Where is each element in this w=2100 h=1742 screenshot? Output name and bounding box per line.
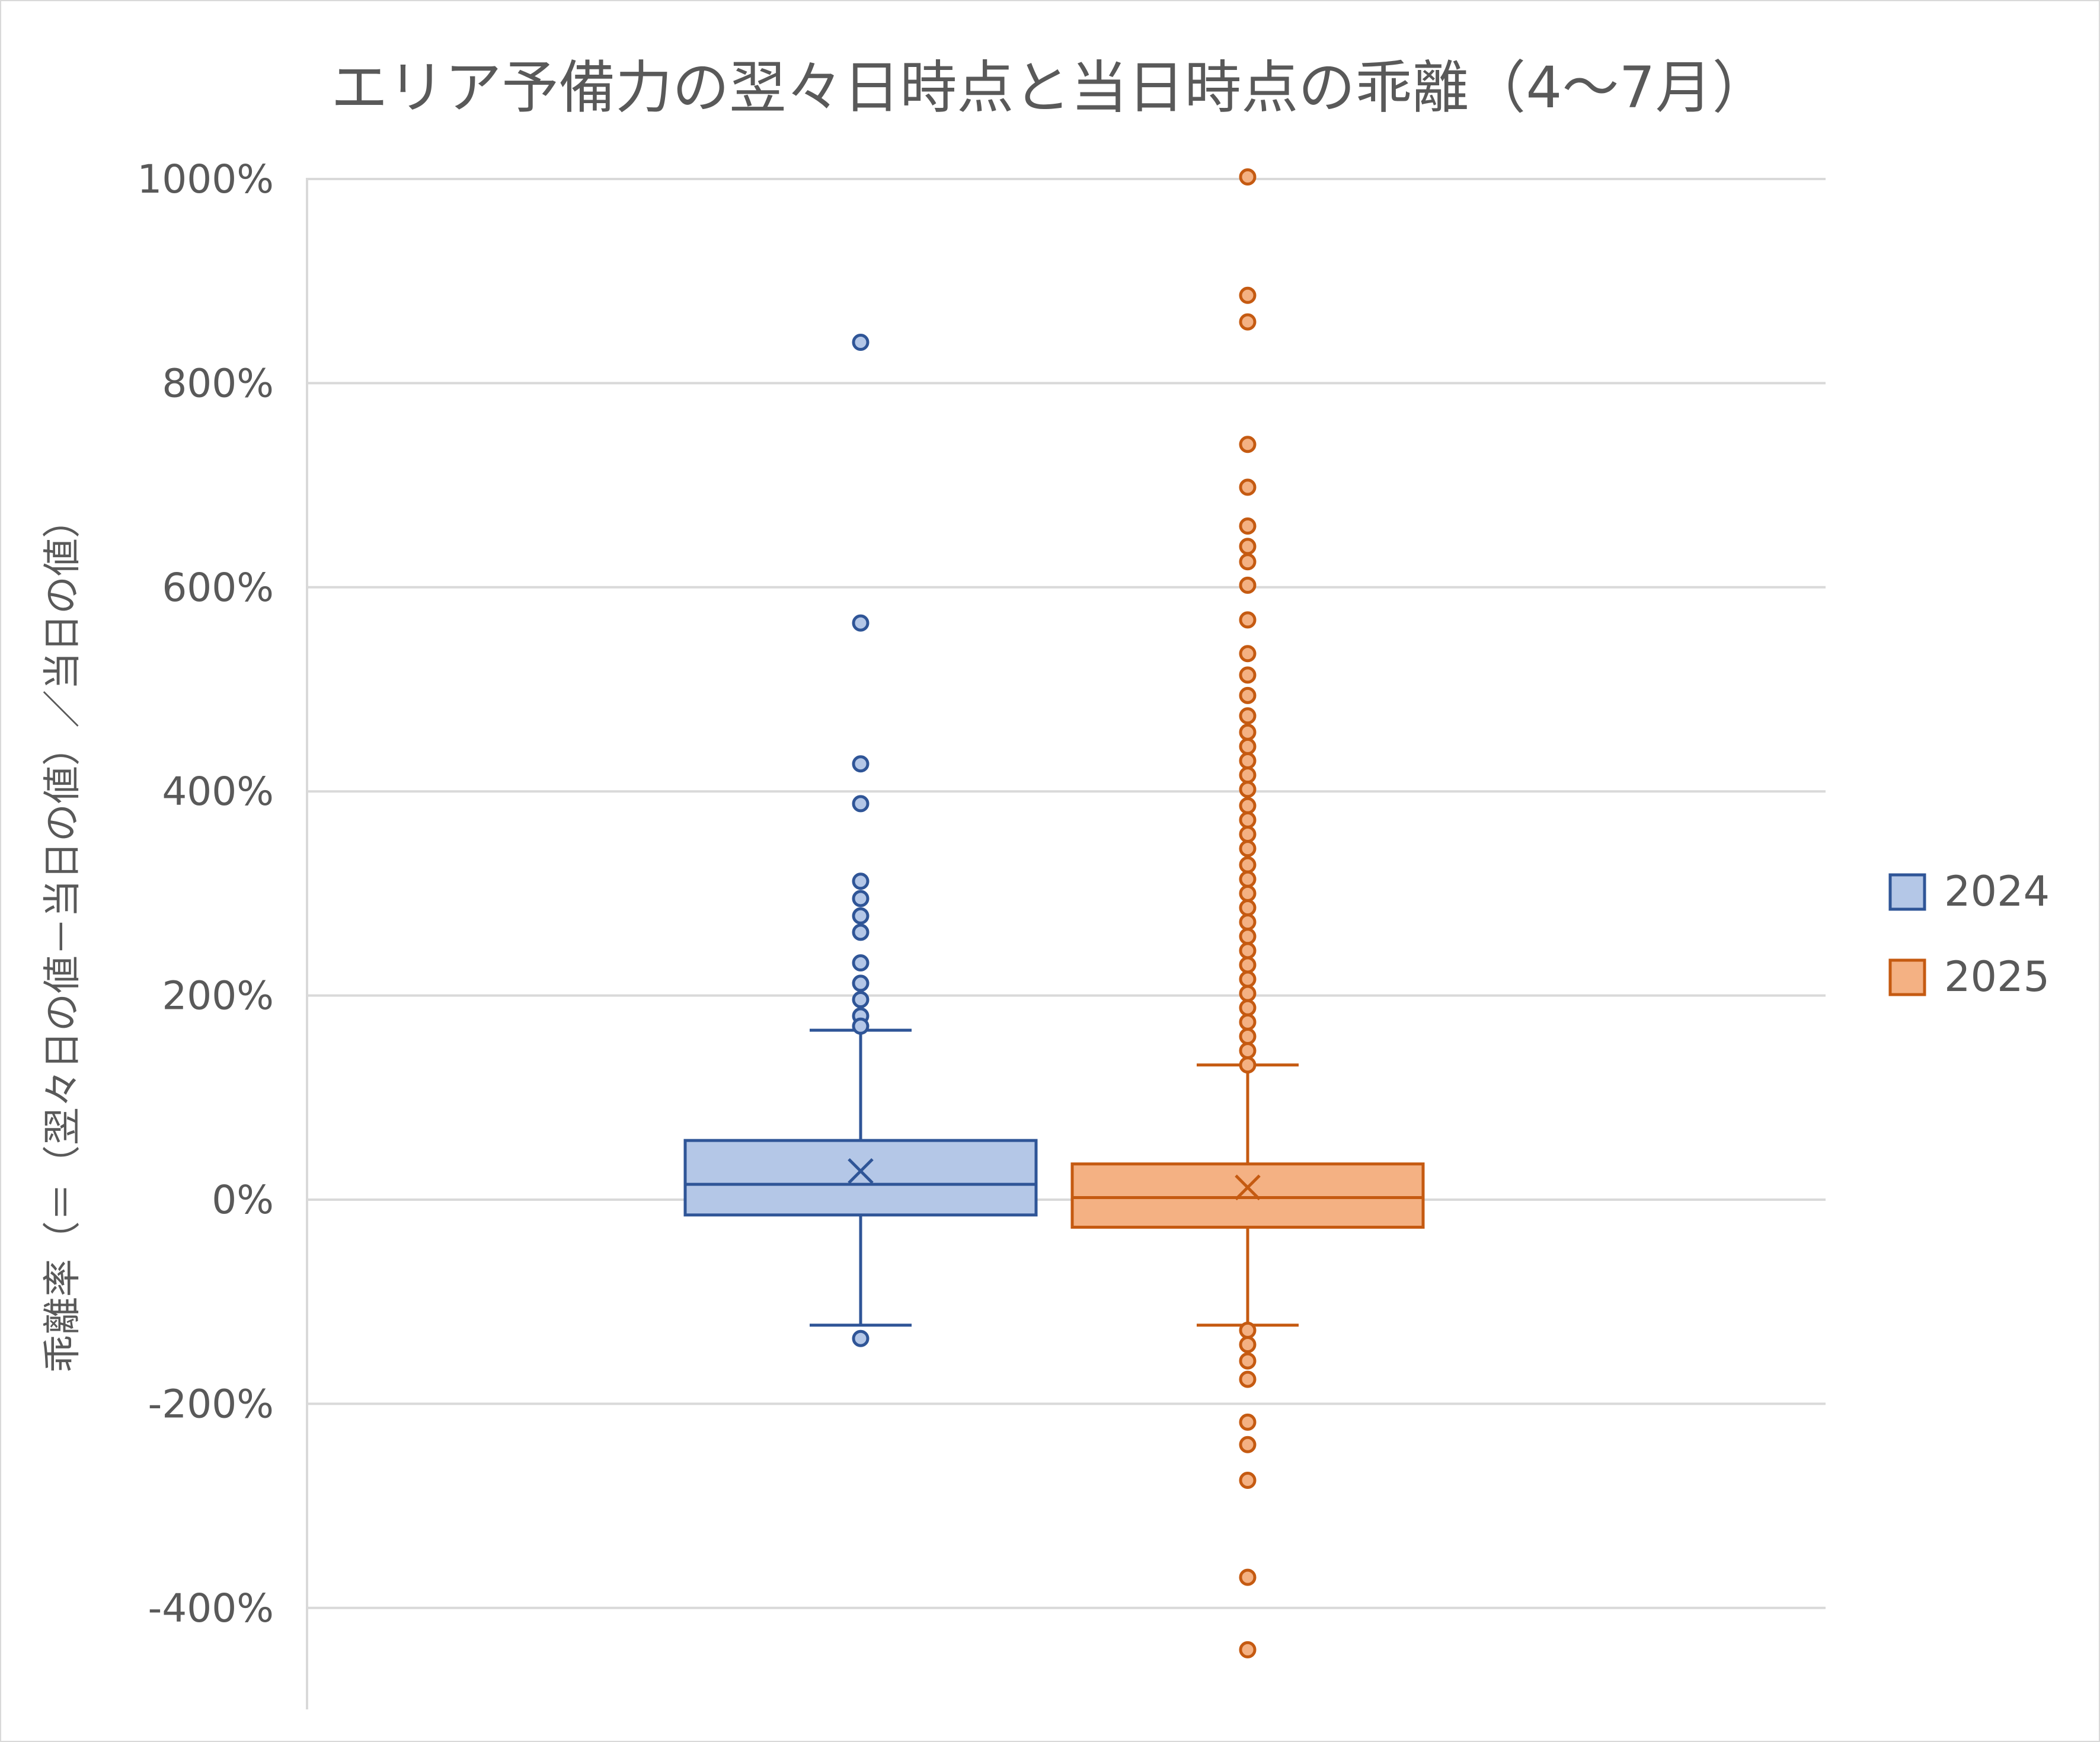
- outlier-point: [1239, 1641, 1257, 1658]
- legend-swatch-2024: [1888, 873, 1926, 911]
- legend: 2024 2025: [1888, 867, 2050, 1001]
- y-tick-label: 1000%: [137, 156, 274, 202]
- outlier-point: [1239, 870, 1257, 888]
- outlier-point: [1239, 797, 1257, 814]
- outlier-point: [852, 755, 870, 773]
- outlier-point: [1239, 1413, 1257, 1431]
- outlier-point: [1239, 723, 1257, 741]
- outlier-point: [852, 907, 870, 925]
- outlier-point: [1239, 1472, 1257, 1490]
- y-tick-label: 200%: [162, 973, 274, 1019]
- outlier-point: [1239, 1321, 1257, 1339]
- outlier-point: [1239, 781, 1257, 798]
- legend-label-2025: 2025: [1944, 952, 2050, 1001]
- outlier-point: [852, 334, 870, 351]
- outlier-point: [1239, 553, 1257, 571]
- outlier-point: [852, 923, 870, 941]
- outlier-point: [1239, 999, 1257, 1017]
- outlier-point: [1239, 313, 1257, 331]
- y-tick-label: 0%: [212, 1177, 274, 1223]
- box: [1070, 1162, 1425, 1229]
- outlier-point: [1239, 913, 1257, 931]
- outlier-point: [1239, 478, 1257, 496]
- series-2024: [683, 334, 1038, 1347]
- box: [683, 1139, 1038, 1217]
- outlier-point: [852, 954, 870, 971]
- outlier-point: [852, 1329, 870, 1347]
- mean-marker: [1235, 1174, 1261, 1201]
- outlier-point: [1239, 752, 1257, 770]
- y-tick-label: 400%: [162, 769, 274, 814]
- mean-marker: [848, 1158, 874, 1184]
- outlier-point: [1239, 1042, 1257, 1060]
- y-tick-labels: 1000% 800% 600% 400% 200% 0% -200% -400%: [137, 156, 274, 1631]
- y-tick-label: 600%: [162, 565, 274, 611]
- outlier-point: [1239, 286, 1257, 304]
- outlier-point: [1239, 707, 1257, 725]
- outlier-point: [1239, 1436, 1257, 1453]
- legend-label-2024: 2024: [1944, 867, 2050, 916]
- outlier-point: [1239, 666, 1257, 684]
- outlier-point: [1239, 611, 1257, 629]
- chart-title: エリア予備力の翌々日時点と当日時点の乖離（4～7月）: [331, 55, 1769, 121]
- outlier-point: [1239, 686, 1257, 704]
- legend-swatch-2025: [1888, 958, 1926, 996]
- outlier-point: [852, 872, 870, 890]
- outlier-point: [1239, 766, 1257, 784]
- outlier-point: [1239, 899, 1257, 917]
- outlier-point: [1239, 985, 1257, 1002]
- outlier-point: [852, 990, 870, 1008]
- outlier-point: [852, 795, 870, 813]
- outlier-point: [1239, 826, 1257, 843]
- outlier-point: [1239, 517, 1257, 535]
- outlier-point: [1239, 645, 1257, 663]
- outlier-point: [1239, 1013, 1257, 1031]
- outlier-point: [1239, 576, 1257, 594]
- y-tick-label: 800%: [162, 360, 274, 406]
- outlier-point: [1239, 538, 1257, 555]
- outlier-point: [1239, 1056, 1257, 1074]
- outlier-point: [1239, 1336, 1257, 1354]
- outlier-point: [1239, 1027, 1257, 1045]
- outlier-point: [1239, 1568, 1257, 1586]
- y-tick-label: -200%: [148, 1381, 274, 1427]
- outlier-point: [1239, 840, 1257, 858]
- outlier-point: [1239, 1370, 1257, 1388]
- outlier-point: [1239, 811, 1257, 829]
- outlier-point: [1239, 1352, 1257, 1370]
- outlier-point: [1239, 970, 1257, 988]
- gridlines: [307, 178, 1826, 1609]
- series-layer: [683, 168, 1425, 1658]
- y-tick-label: -400%: [148, 1586, 274, 1631]
- outlier-point: [852, 890, 870, 907]
- outlier-point: [1239, 856, 1257, 874]
- outlier-point: [852, 974, 870, 992]
- outlier-point: [1239, 928, 1257, 945]
- outlier-point: [852, 614, 870, 632]
- outlier-point: [1239, 884, 1257, 902]
- outlier-point: [1239, 436, 1257, 453]
- outlier-point: [852, 1017, 870, 1035]
- series-2025: [1070, 168, 1425, 1658]
- outlier-point: [1239, 737, 1257, 755]
- outlier-point: [1239, 956, 1257, 974]
- outlier-point: [1239, 168, 1257, 186]
- outlier-point: [1239, 942, 1257, 960]
